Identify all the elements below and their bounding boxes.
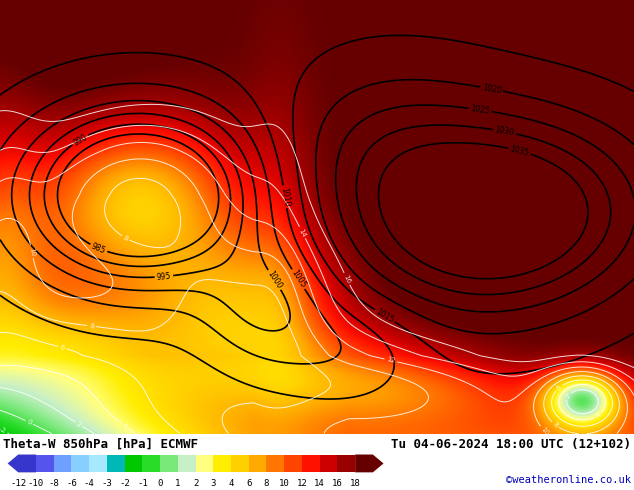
Polygon shape <box>36 455 54 472</box>
Polygon shape <box>231 455 249 472</box>
Text: 4: 4 <box>121 422 128 429</box>
Text: 12: 12 <box>385 357 396 365</box>
Polygon shape <box>72 455 89 472</box>
Polygon shape <box>284 455 302 472</box>
Text: 1025: 1025 <box>470 104 491 116</box>
Text: ©weatheronline.co.uk: ©weatheronline.co.uk <box>506 475 631 486</box>
Polygon shape <box>143 455 160 472</box>
Text: 8: 8 <box>552 421 559 428</box>
Polygon shape <box>54 455 72 472</box>
Text: -3: -3 <box>101 479 112 488</box>
Text: -2: -2 <box>119 479 130 488</box>
Text: 1035: 1035 <box>509 144 530 158</box>
Polygon shape <box>337 455 355 472</box>
Polygon shape <box>355 455 384 472</box>
Text: 8: 8 <box>89 323 94 329</box>
Text: 2: 2 <box>193 479 198 488</box>
Polygon shape <box>89 455 107 472</box>
Text: -6: -6 <box>66 479 77 488</box>
Text: 1015: 1015 <box>374 307 396 325</box>
Text: 8: 8 <box>264 479 269 488</box>
Text: 18: 18 <box>350 479 361 488</box>
Text: 2: 2 <box>75 420 82 428</box>
Text: 3: 3 <box>210 479 216 488</box>
Text: 0: 0 <box>26 418 32 426</box>
Text: Tu 04-06-2024 18:00 UTC (12+102): Tu 04-06-2024 18:00 UTC (12+102) <box>391 438 631 451</box>
Polygon shape <box>213 455 231 472</box>
Text: 1010: 1010 <box>279 187 291 207</box>
Polygon shape <box>160 455 178 472</box>
Text: 6: 6 <box>60 344 65 351</box>
Text: 1: 1 <box>175 479 181 488</box>
Text: 4: 4 <box>595 412 602 419</box>
Text: 6: 6 <box>555 384 563 392</box>
Text: 10: 10 <box>28 247 36 257</box>
Text: -1: -1 <box>137 479 148 488</box>
Text: 4: 4 <box>228 479 234 488</box>
Text: 10: 10 <box>279 479 290 488</box>
Text: -10: -10 <box>28 479 44 488</box>
Text: Theta-W 850hPa [hPa] ECMWF: Theta-W 850hPa [hPa] ECMWF <box>3 438 198 451</box>
Text: 16: 16 <box>332 479 343 488</box>
Text: 14: 14 <box>314 479 325 488</box>
Text: 12: 12 <box>297 479 307 488</box>
Text: 14: 14 <box>298 227 307 238</box>
Polygon shape <box>320 455 337 472</box>
Text: 985: 985 <box>90 241 107 255</box>
Text: -4: -4 <box>84 479 94 488</box>
Text: -2: -2 <box>0 427 7 435</box>
Polygon shape <box>266 455 284 472</box>
Text: 16: 16 <box>342 273 351 284</box>
Text: 10: 10 <box>540 426 550 437</box>
Text: -8: -8 <box>48 479 59 488</box>
Polygon shape <box>249 455 266 472</box>
Text: 2: 2 <box>565 392 573 399</box>
Text: -12: -12 <box>10 479 27 488</box>
Text: 1030: 1030 <box>495 125 515 138</box>
Text: 995: 995 <box>156 271 172 282</box>
Text: 1000: 1000 <box>266 270 283 291</box>
Polygon shape <box>195 455 213 472</box>
Text: 990: 990 <box>72 132 89 147</box>
Text: 6: 6 <box>246 479 252 488</box>
Text: 8: 8 <box>122 234 129 242</box>
Polygon shape <box>125 455 143 472</box>
Polygon shape <box>8 455 36 472</box>
Text: 1020: 1020 <box>481 83 502 95</box>
Polygon shape <box>178 455 195 472</box>
Text: 0: 0 <box>157 479 163 488</box>
Polygon shape <box>107 455 125 472</box>
Polygon shape <box>302 455 320 472</box>
Text: 1005: 1005 <box>289 269 307 290</box>
